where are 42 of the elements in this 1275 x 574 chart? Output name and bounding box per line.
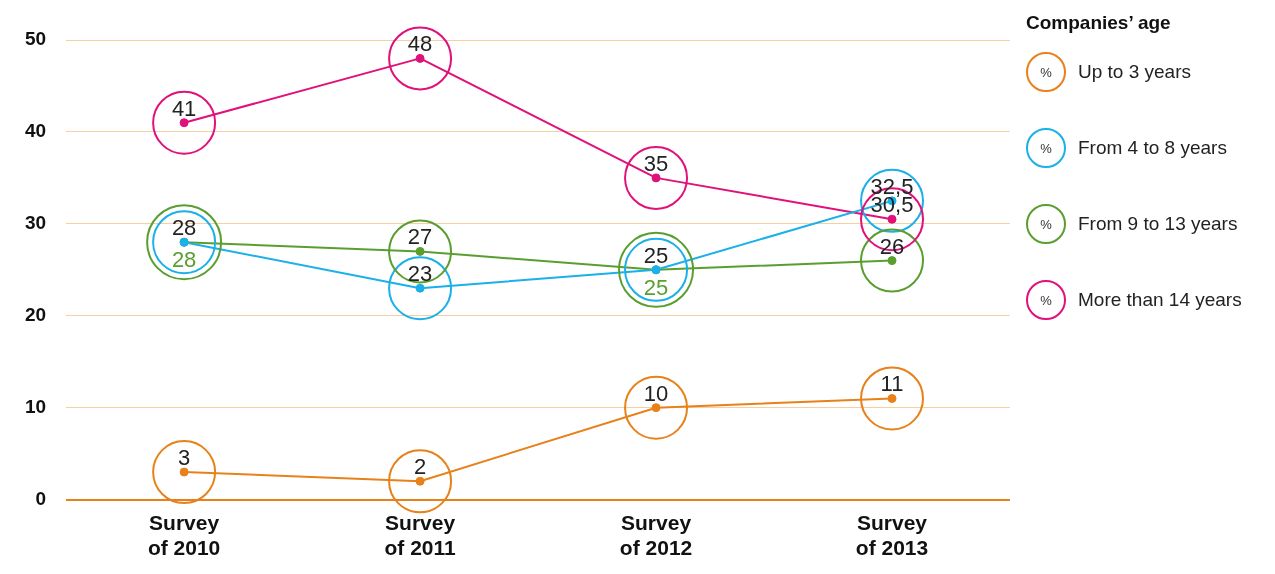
point [415,53,425,63]
data-label: 11 [880,371,904,397]
data-label: 3 [177,445,191,471]
x-tick-label: Survey of 2010 [147,511,221,560]
data-label: 25 [643,274,669,300]
point [887,214,897,224]
data-label: 35 [643,150,669,176]
data-label: 27 [407,224,433,250]
data-label: 10 [643,380,669,406]
point [651,173,661,183]
data-label: 25 [643,242,669,268]
y-tick-label: 10 [24,395,47,417]
y-tick-label: 50 [24,28,47,50]
x-tick-label: Survey of 2012 [619,511,693,560]
data-label: 48 [407,31,433,57]
point [179,118,189,128]
legend-label: From 4 to 8 years [1078,137,1227,159]
legend-label: Up to 3 years [1078,61,1191,83]
text: % [1040,140,1052,156]
legend-label: More than 14 years [1078,289,1242,311]
y-tick-label: 0 [35,487,47,509]
legend-label: From 9 to 13 years [1078,213,1238,235]
x-tick-label: Survey of 2013 [855,511,929,560]
data-label: 28 [171,247,197,273]
text: % [1040,292,1052,308]
point [651,403,661,413]
data-label: 23 [407,261,433,287]
point [415,283,425,293]
data-label: 41 [171,95,197,121]
point [887,393,897,403]
data-label: 2 [413,454,427,480]
data-label: 28 [171,215,197,241]
point [415,246,425,256]
y-tick-label: 30 [24,212,47,234]
y-tick-label: 40 [24,120,47,142]
text: % [1026,52,1066,92]
y-tick-label: 20 [24,303,47,325]
x-tick-label: Survey of 2011 [384,511,457,560]
point [179,467,189,477]
text: % [1040,216,1052,232]
legend-title: Companies’ age [1026,12,1172,34]
point [415,476,425,486]
